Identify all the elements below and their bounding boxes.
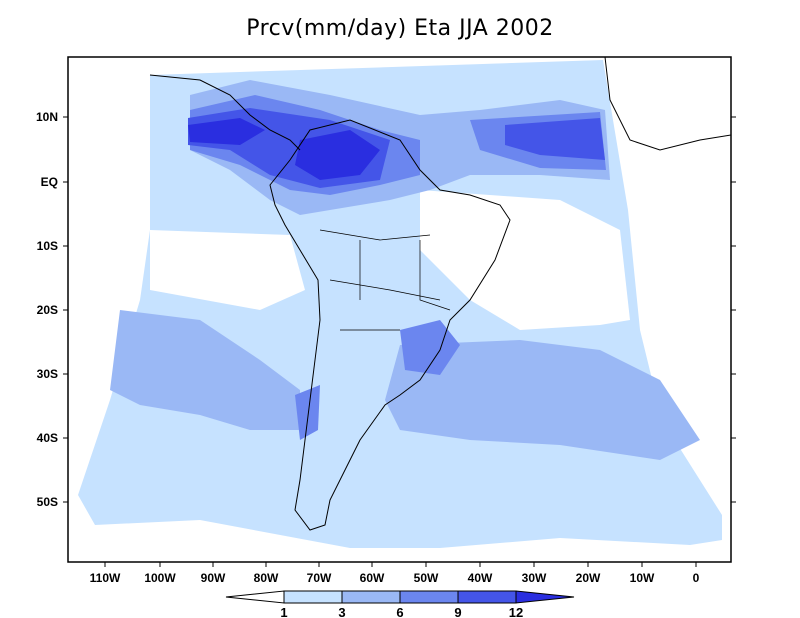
lon-tick-label: 30W (522, 571, 547, 585)
map-title: Prcv(mm/day) Eta JJA 2002 (246, 16, 554, 41)
lon-tick-label: 60W (360, 571, 385, 585)
lon-tick-label: 80W (254, 571, 279, 585)
lon-tick-label: 90W (201, 571, 226, 585)
colorbar-segment-above-12 (515, 590, 575, 604)
colorbar-segment-6-9 (399, 590, 459, 604)
colorbar-label: 1 (280, 605, 287, 618)
colorbar-label: 9 (454, 605, 461, 618)
lon-tick-label: 110W (90, 571, 121, 585)
country-borders (319, 229, 451, 331)
field-3-6-atlantic (385, 340, 700, 460)
lon-tick-label: 50W (414, 571, 439, 585)
colorbar-segment-9-12 (457, 590, 517, 604)
field-3-6-south (110, 310, 300, 430)
colorbar-label: 6 (396, 605, 403, 618)
colorbar-label: 12 (509, 605, 523, 618)
africa-coastline (604, 57, 731, 151)
lat-tick-label: 10S (37, 239, 58, 253)
colorbar: 1 3 6 9 12 (225, 590, 575, 618)
lon-tick-label: 100W (144, 571, 176, 585)
lat-axis: 10N EQ 10S 20S 30S 40S 50S (36, 110, 736, 509)
lat-tick-label: 30S (37, 367, 58, 381)
south-america-coastline (269, 119, 511, 531)
lat-tick-label: 50S (37, 495, 58, 509)
field-6-9-chile (295, 385, 320, 440)
lon-tick-label: 0 (693, 571, 700, 585)
colorbar-segment-3-6 (341, 590, 401, 604)
lon-tick-label: 40W (468, 571, 493, 585)
lon-tick-label: 20W (576, 571, 601, 585)
lat-tick-label: 10N (36, 110, 58, 124)
lat-tick-label: 40S (37, 431, 58, 445)
field-over-12-b (188, 118, 265, 145)
lat-tick-label: 20S (37, 303, 58, 317)
field-9-12-itcz (505, 118, 605, 160)
colorbar-segment-1-3 (283, 590, 343, 604)
lon-tick-label: 70W (307, 571, 332, 585)
central-america-coastline (149, 74, 301, 151)
colorbar-segment-below-1 (225, 590, 285, 604)
dry-area-1 (420, 190, 630, 330)
colorbar-label: 3 (338, 605, 345, 618)
lat-tick-label: EQ (41, 175, 58, 189)
precipitation-field (78, 57, 731, 548)
lon-tick-label: 10W (630, 571, 655, 585)
dry-area-2 (150, 230, 305, 310)
field-over-12 (295, 130, 380, 180)
lon-axis: 110W 100W 90W 80W 70W 60W 50W 40W 30W 20… (90, 562, 700, 585)
